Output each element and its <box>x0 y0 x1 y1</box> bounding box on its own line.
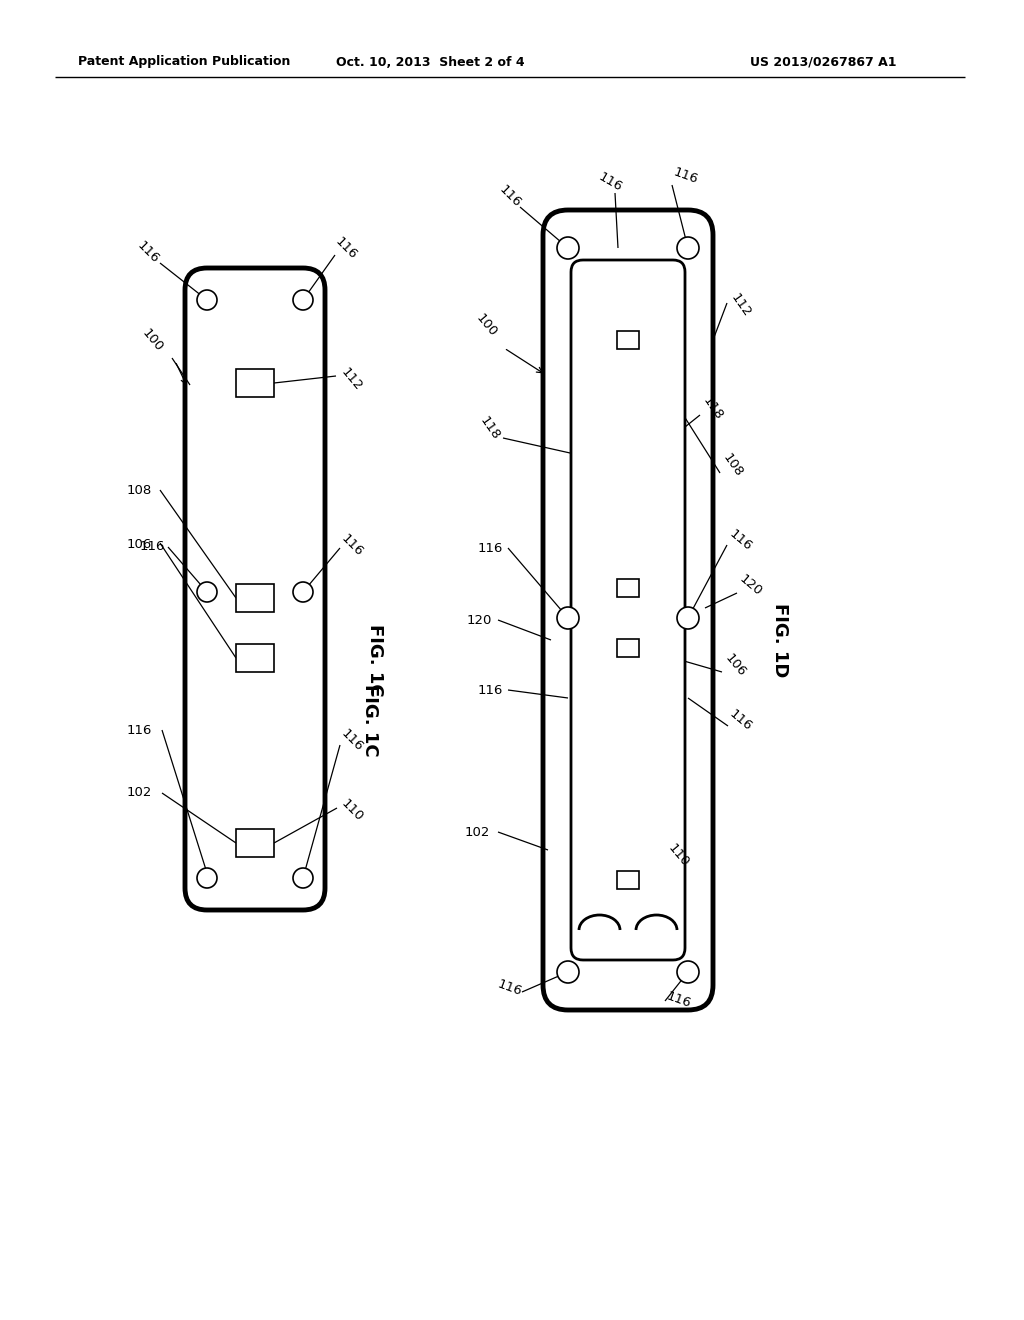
Circle shape <box>677 607 699 630</box>
Circle shape <box>677 238 699 259</box>
Bar <box>236 583 274 612</box>
Bar <box>236 370 274 397</box>
Text: 118: 118 <box>700 393 725 422</box>
Circle shape <box>557 238 579 259</box>
Text: 106: 106 <box>722 651 749 678</box>
Circle shape <box>197 582 217 602</box>
FancyBboxPatch shape <box>571 260 685 960</box>
Text: 118: 118 <box>477 414 503 442</box>
Text: Patent Application Publication: Patent Application Publication <box>78 55 291 69</box>
Text: 116: 116 <box>127 723 152 737</box>
Text: 112: 112 <box>338 366 365 393</box>
Text: 100: 100 <box>473 312 499 339</box>
Circle shape <box>293 582 313 602</box>
Text: 116: 116 <box>727 708 755 733</box>
FancyBboxPatch shape <box>185 268 325 909</box>
Text: 120: 120 <box>737 572 765 598</box>
Bar <box>236 829 274 857</box>
Text: 106: 106 <box>127 539 152 552</box>
Text: 100: 100 <box>139 326 165 354</box>
Text: 116: 116 <box>338 532 366 558</box>
Circle shape <box>293 869 313 888</box>
Text: 112: 112 <box>728 290 754 319</box>
Bar <box>617 579 639 597</box>
Circle shape <box>677 961 699 983</box>
Bar <box>617 331 639 348</box>
Text: 116: 116 <box>727 527 755 553</box>
Text: 110: 110 <box>665 841 691 869</box>
Text: 102: 102 <box>465 825 490 838</box>
FancyBboxPatch shape <box>543 210 713 1010</box>
Text: FIG. 1C: FIG. 1C <box>361 684 379 756</box>
Text: 116: 116 <box>332 235 359 261</box>
Text: 116: 116 <box>496 978 524 998</box>
Circle shape <box>557 961 579 983</box>
Text: 116: 116 <box>338 726 366 754</box>
Text: 116: 116 <box>477 684 503 697</box>
Text: 120: 120 <box>467 614 492 627</box>
Bar <box>236 644 274 672</box>
Text: 108: 108 <box>127 483 152 496</box>
Circle shape <box>197 869 217 888</box>
Circle shape <box>197 290 217 310</box>
Text: 116: 116 <box>596 170 625 194</box>
Text: 110: 110 <box>338 796 366 824</box>
Text: 116: 116 <box>134 239 162 265</box>
Text: 116: 116 <box>672 165 700 186</box>
Text: 116: 116 <box>497 182 523 210</box>
Text: US 2013/0267867 A1: US 2013/0267867 A1 <box>750 55 896 69</box>
Text: FIG. 1D: FIG. 1D <box>771 603 790 677</box>
Text: Oct. 10, 2013  Sheet 2 of 4: Oct. 10, 2013 Sheet 2 of 4 <box>336 55 524 69</box>
Bar <box>617 871 639 888</box>
Text: 116: 116 <box>139 540 165 553</box>
Text: 116: 116 <box>477 541 503 554</box>
Text: 108: 108 <box>720 451 745 479</box>
Text: 116: 116 <box>665 990 693 1010</box>
Text: 102: 102 <box>127 787 152 800</box>
Circle shape <box>557 607 579 630</box>
Bar <box>617 639 639 657</box>
Text: FIG. 1C: FIG. 1C <box>366 623 384 697</box>
Circle shape <box>293 290 313 310</box>
